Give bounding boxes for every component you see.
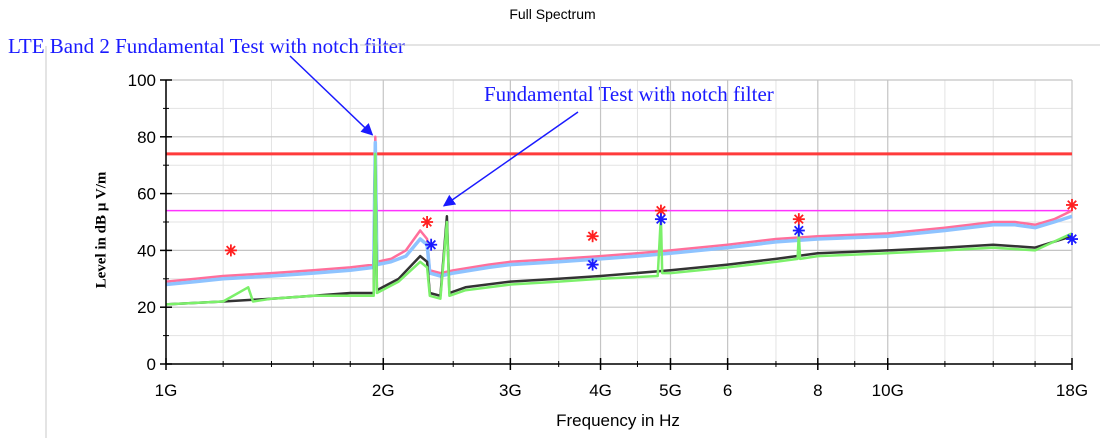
x-tick-label: 5G bbox=[659, 381, 682, 400]
x-tick-label: 10G bbox=[872, 381, 904, 400]
annotation-lte-band2: LTE Band 2 Fundamental Test with notch f… bbox=[8, 34, 405, 58]
series-line bbox=[165, 152, 1073, 306]
chart-title: Full Spectrum bbox=[509, 6, 596, 22]
peak-marker-stroke bbox=[226, 245, 236, 256]
annotation-arrow bbox=[442, 111, 579, 207]
x-tick-label: 8 bbox=[813, 381, 822, 400]
x-tick-label: 18G bbox=[1056, 381, 1088, 400]
annotation-arrow bbox=[289, 55, 374, 136]
y-tick-label: 100 bbox=[128, 71, 156, 90]
peak-marker-stroke bbox=[793, 214, 804, 225]
x-tick-label: 2G bbox=[372, 381, 395, 400]
peak-marker-stroke bbox=[422, 217, 432, 227]
peak-marker-stroke bbox=[656, 214, 666, 225]
annotation-fundamental: Fundamental Test with notch filter bbox=[484, 82, 774, 106]
peak-marker bbox=[224, 244, 237, 257]
peak-marker bbox=[792, 213, 805, 226]
y-tick-label: 60 bbox=[137, 185, 156, 204]
peak-marker bbox=[586, 230, 599, 243]
x-tick-label: 4G bbox=[589, 381, 612, 400]
peak-marker-stroke bbox=[587, 231, 598, 242]
y-axis-label: Level in dB µ V/m bbox=[93, 171, 110, 289]
x-tick-label: 3G bbox=[499, 381, 522, 400]
series-line bbox=[165, 135, 1073, 283]
peak-marker bbox=[421, 216, 434, 228]
peak-marker bbox=[792, 224, 805, 237]
peak-marker-stroke bbox=[1067, 234, 1077, 244]
x-axis-label: Frequency in Hz bbox=[556, 411, 680, 430]
x-tick-label: 6 bbox=[723, 381, 732, 400]
x-tick-label: 1G bbox=[155, 381, 178, 400]
peak-marker bbox=[1066, 198, 1078, 211]
y-tick-label: 20 bbox=[137, 298, 156, 317]
peak-marker-stroke bbox=[1067, 200, 1077, 210]
peak-marker-stroke bbox=[793, 225, 804, 236]
peak-marker bbox=[1066, 233, 1078, 246]
peak-marker bbox=[425, 238, 438, 251]
series-line bbox=[165, 163, 1073, 306]
y-tick-label: 40 bbox=[137, 241, 156, 260]
peak-marker bbox=[586, 258, 599, 271]
peak-marker-stroke bbox=[656, 205, 666, 216]
peak-marker bbox=[654, 204, 667, 217]
series-line bbox=[165, 140, 1073, 287]
peak-marker bbox=[654, 213, 667, 226]
y-tick-label: 80 bbox=[137, 128, 156, 147]
peak-marker-stroke bbox=[426, 239, 437, 250]
peak-marker-stroke bbox=[587, 259, 598, 270]
y-tick-label: 0 bbox=[147, 355, 156, 374]
